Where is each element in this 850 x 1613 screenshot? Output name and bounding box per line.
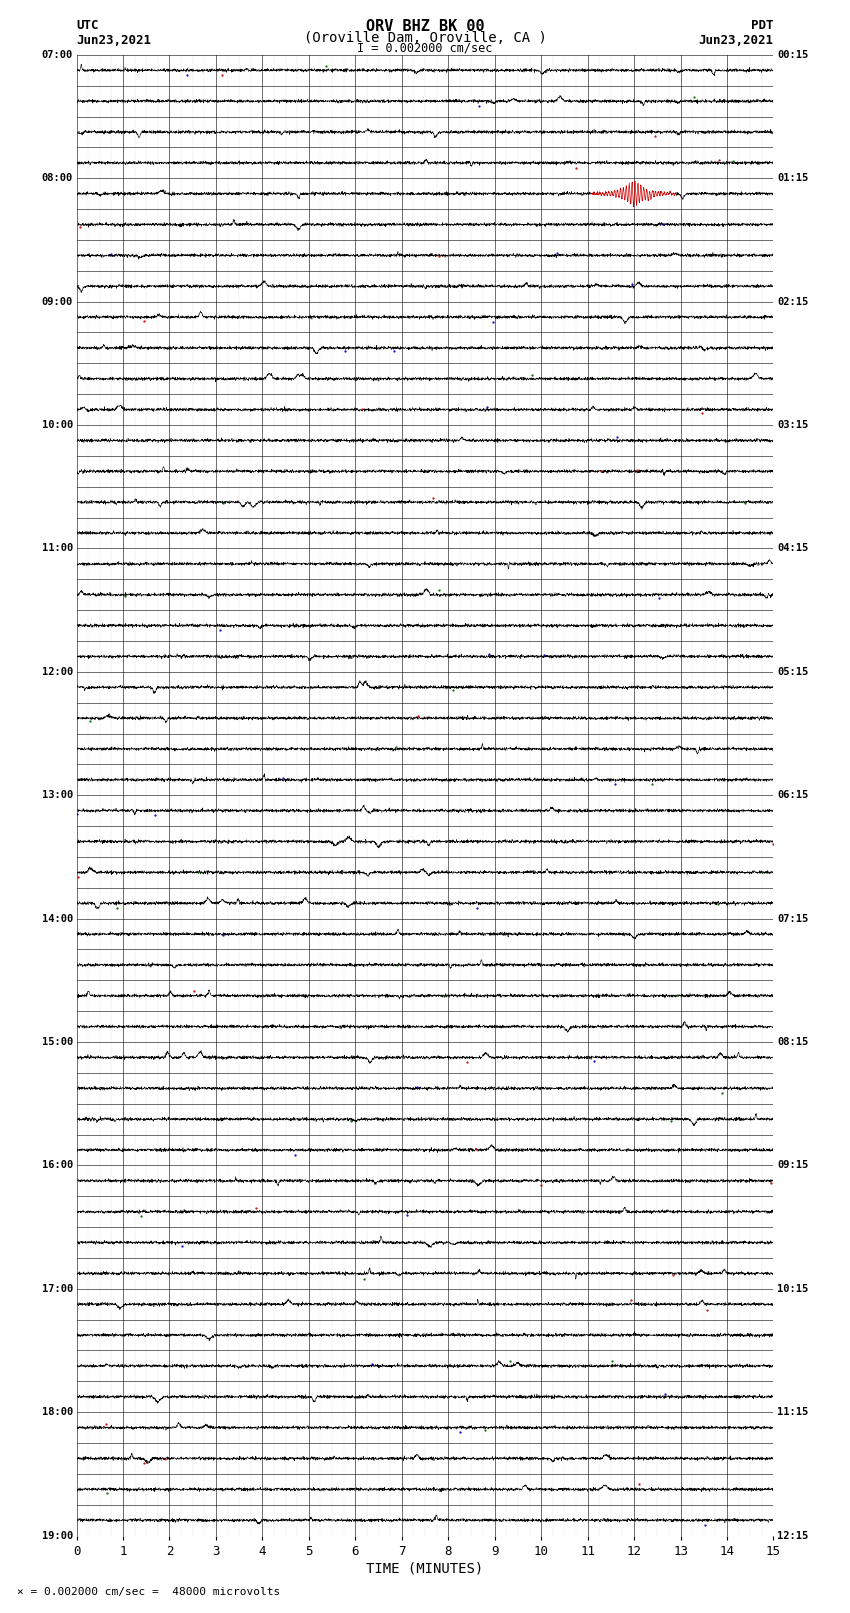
Text: 00:15: 00:15 <box>777 50 808 60</box>
Text: 07:15: 07:15 <box>777 913 808 924</box>
Text: 06:15: 06:15 <box>777 790 808 800</box>
Text: 08:15: 08:15 <box>777 1037 808 1047</box>
Text: 09:00: 09:00 <box>42 297 73 306</box>
Text: 05:15: 05:15 <box>777 666 808 677</box>
Text: 11:15: 11:15 <box>777 1407 808 1418</box>
Text: 17:00: 17:00 <box>42 1284 73 1294</box>
Text: 11:00: 11:00 <box>42 544 73 553</box>
Text: (Oroville Dam, Oroville, CA ): (Oroville Dam, Oroville, CA ) <box>303 31 547 45</box>
Text: ORV BHZ BK 00: ORV BHZ BK 00 <box>366 19 484 34</box>
Text: 01:15: 01:15 <box>777 173 808 184</box>
Text: I = 0.002000 cm/sec: I = 0.002000 cm/sec <box>357 42 493 55</box>
Text: PDT
Jun23,2021: PDT Jun23,2021 <box>699 19 774 47</box>
Text: × = 0.002000 cm/sec =  48000 microvolts: × = 0.002000 cm/sec = 48000 microvolts <box>17 1587 280 1597</box>
Text: 18:00: 18:00 <box>42 1407 73 1418</box>
Text: 15:00: 15:00 <box>42 1037 73 1047</box>
Text: 08:00: 08:00 <box>42 173 73 184</box>
Text: 10:15: 10:15 <box>777 1284 808 1294</box>
Text: 03:15: 03:15 <box>777 419 808 431</box>
Text: 02:15: 02:15 <box>777 297 808 306</box>
Text: 19:00: 19:00 <box>42 1531 73 1540</box>
Text: 12:15: 12:15 <box>777 1531 808 1540</box>
Text: 14:00: 14:00 <box>42 913 73 924</box>
Text: 12:00: 12:00 <box>42 666 73 677</box>
Text: 16:00: 16:00 <box>42 1160 73 1171</box>
Text: 07:00: 07:00 <box>42 50 73 60</box>
Text: 10:00: 10:00 <box>42 419 73 431</box>
Text: 04:15: 04:15 <box>777 544 808 553</box>
Text: 09:15: 09:15 <box>777 1160 808 1171</box>
X-axis label: TIME (MINUTES): TIME (MINUTES) <box>366 1561 484 1576</box>
Text: UTC
Jun23,2021: UTC Jun23,2021 <box>76 19 151 47</box>
Text: 13:00: 13:00 <box>42 790 73 800</box>
